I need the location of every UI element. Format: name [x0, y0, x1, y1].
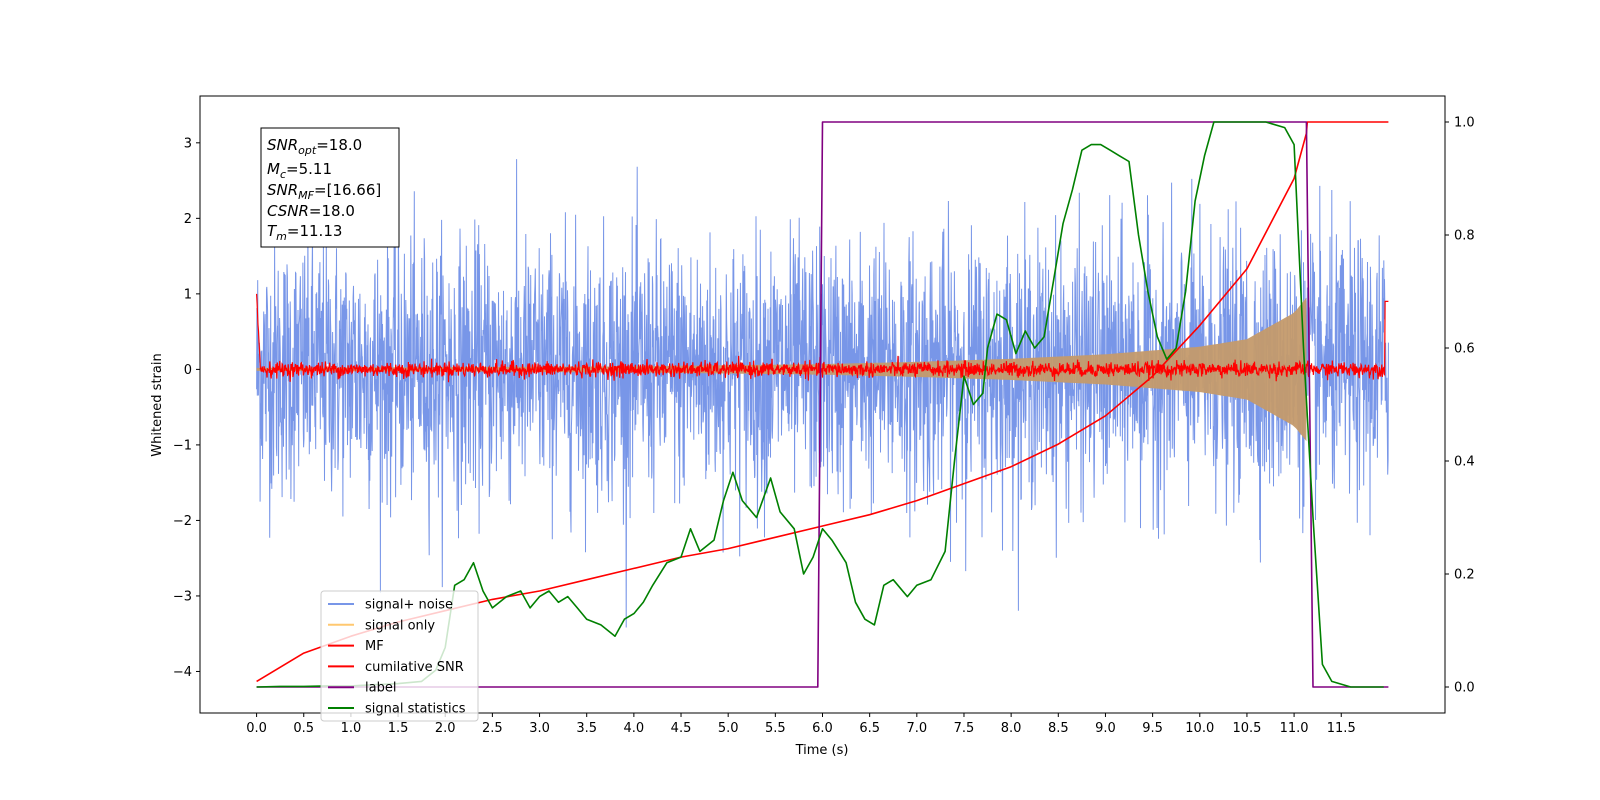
- x-tick-label: 9.5: [1142, 721, 1163, 736]
- info-snr-mf-sym: SNR: [267, 181, 298, 199]
- y2-tick-label: 0.8: [1454, 228, 1475, 243]
- series-signal-statistics: [256, 121, 1384, 688]
- x-tick-label: 3.0: [529, 721, 550, 736]
- x-tick-label: 10.5: [1232, 721, 1261, 736]
- info-snr-mf-sub: MF: [298, 189, 314, 202]
- legend-label-csnr: cumilative SNR: [365, 660, 464, 675]
- legend-label-mf: MF: [365, 639, 384, 654]
- series-signal-noise: [256, 159, 1389, 628]
- legend: signal+ noise signal only MF cumilative SNR…: [320, 590, 479, 722]
- series-mf: [256, 293, 1389, 383]
- y-tick-label: −4: [173, 665, 192, 680]
- info-snr-mf: SNRMF=[16.66]: [267, 181, 381, 202]
- x-tick-label: 10.0: [1185, 721, 1214, 736]
- x-tick-label: 7.0: [906, 721, 927, 736]
- x-tick-label: 6.0: [812, 721, 833, 736]
- legend-frame: [320, 590, 479, 722]
- info-box: SNRopt=18.0 Mc=5.11 SNRMF=[16.66] CSNR=1…: [260, 127, 400, 248]
- x-tick-label: 2.0: [435, 721, 456, 736]
- info-tm-sub: m: [276, 230, 287, 243]
- y2-tick-label: 0.4: [1454, 455, 1475, 470]
- x-tick-label: 0.0: [246, 721, 267, 736]
- x-tick-label: 1.0: [341, 721, 362, 736]
- x-tick-label: 5.0: [718, 721, 739, 736]
- info-tm-value: =11.13: [287, 222, 343, 240]
- legend-label-signal_only: signal only: [365, 618, 435, 633]
- x-axis-label: Time (s): [795, 743, 849, 758]
- info-box-frame: [260, 127, 400, 248]
- x-tick-label: 4.5: [671, 721, 692, 736]
- x-tick-label: 1.5: [388, 721, 409, 736]
- x-tick-label: 3.5: [576, 721, 597, 736]
- x-tick-label: 2.5: [482, 721, 503, 736]
- info-snr-opt: SNRopt=18.0: [267, 136, 362, 157]
- x-tick-label: 11.0: [1280, 721, 1309, 736]
- y2-tick-label: 0.0: [1454, 681, 1475, 696]
- info-snr-opt-sub: opt: [298, 144, 317, 157]
- x-tick-label: 11.5: [1327, 721, 1356, 736]
- y2-tick-label: 0.6: [1454, 341, 1475, 356]
- y-tick-label: −3: [173, 589, 192, 604]
- y-tick-label: −2: [173, 514, 192, 529]
- y2-tick-label: 0.2: [1454, 568, 1475, 583]
- x-tick-label: 5.5: [765, 721, 786, 736]
- legend-items: signal+ noise signal only MF cumilative SNR…: [328, 598, 466, 717]
- info-tm-sym: T: [267, 222, 278, 240]
- info-csnr-sym: CSNR: [267, 202, 309, 220]
- y-tick-label: 2: [184, 212, 192, 227]
- info-mc-sub: c: [280, 168, 286, 181]
- x-tick-label: 6.5: [859, 721, 880, 736]
- y-tick-label: 3: [184, 136, 192, 151]
- y-tick-label: 1: [184, 287, 192, 302]
- x-tick-label: 0.5: [293, 721, 314, 736]
- legend-label-signal_noise: signal+ noise: [365, 598, 453, 613]
- y2-tick-label: 1.0: [1454, 115, 1475, 130]
- y-axis-label: Whitened strain: [150, 353, 165, 456]
- x-tick-label: 4.0: [624, 721, 645, 736]
- y-tick-label: 0: [184, 363, 192, 378]
- info-mc: Mc=5.11: [267, 160, 332, 181]
- x-tick-label: 8.5: [1048, 721, 1069, 736]
- info-tm: Tm=11.13: [267, 222, 342, 243]
- info-csnr: CSNR=18.0: [267, 202, 355, 220]
- info-snr-opt-value: =18.0: [316, 136, 362, 154]
- info-snr-mf-value: =[16.66]: [314, 181, 381, 199]
- info-csnr-value: =18.0: [309, 202, 355, 220]
- axes-layer: 0.0 0.5 1.0 1.5 2.0 2.5 3.0 3.5 4.0 4.5 5.0 5.5 6.0 6…: [173, 115, 1475, 736]
- info-snr-opt-sym: SNR: [267, 136, 298, 154]
- x-tick-label: 7.5: [954, 721, 975, 736]
- info-mc-sym: M: [267, 160, 280, 178]
- info-mc-value: =5.11: [286, 160, 332, 178]
- y-tick-label: −1: [173, 438, 192, 453]
- legend-label-label: label: [365, 681, 396, 696]
- x-tick-label: 8.0: [1001, 721, 1022, 736]
- series-label: [256, 121, 1389, 688]
- x-tick-label: 9.0: [1095, 721, 1116, 736]
- legend-label-statistics: signal statistics: [365, 702, 466, 717]
